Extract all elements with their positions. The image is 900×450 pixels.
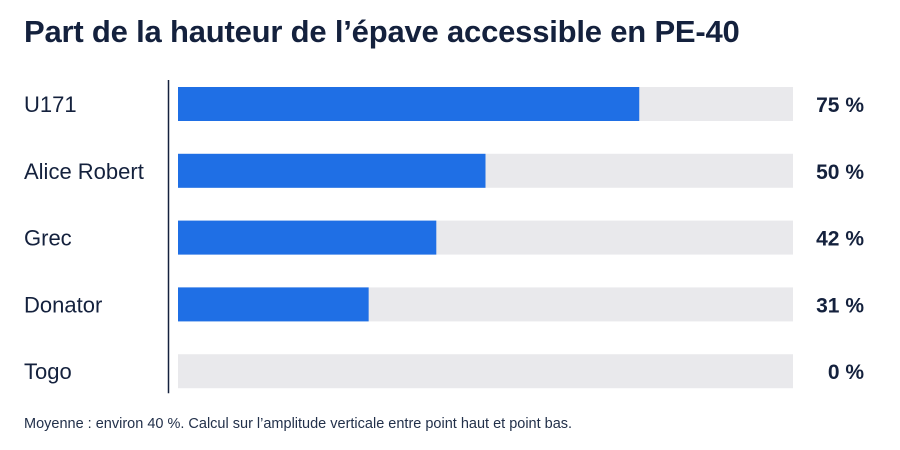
category-label: U171 <box>24 92 77 117</box>
bar-track <box>178 354 793 389</box>
bar <box>178 153 486 188</box>
value-label: 0 % <box>828 361 865 384</box>
bar <box>178 87 640 121</box>
category-label: Togo <box>24 359 72 384</box>
bar <box>178 220 437 255</box>
value-label: 75 % <box>816 94 864 117</box>
value-label: 42 % <box>816 228 864 251</box>
value-label: 31 % <box>816 294 864 317</box>
chart-title: Part de la hauteur de l’épave accessible… <box>24 14 740 49</box>
category-label: Grec <box>24 226 72 251</box>
chart-footnote: Moyenne : environ 40 %. Calcul sur l’amp… <box>24 416 573 432</box>
value-label: 50 % <box>816 161 864 184</box>
category-label: Alice Robert <box>24 159 144 184</box>
category-label: Donator <box>24 292 102 317</box>
bar <box>178 287 369 322</box>
